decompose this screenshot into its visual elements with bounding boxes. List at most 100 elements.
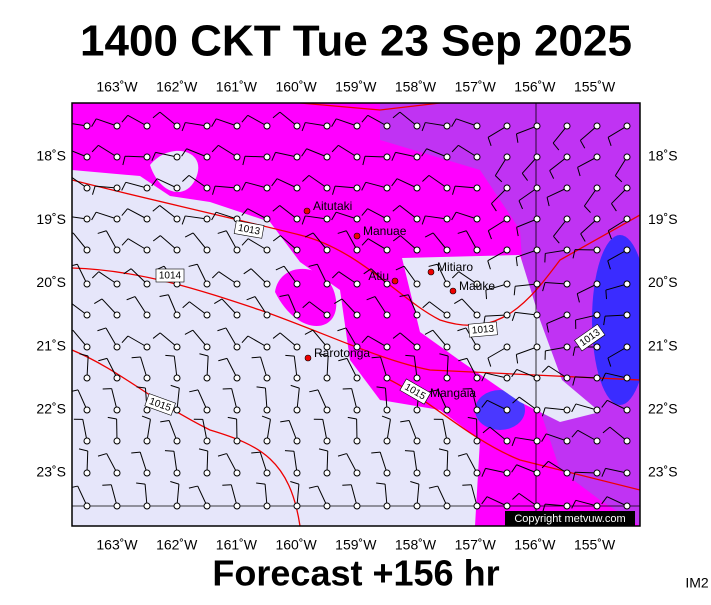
barb-flag [285, 451, 294, 452]
barb-station [564, 503, 570, 509]
barb-station [444, 470, 450, 476]
barb-station [114, 312, 120, 318]
lon-label: 157˚W [455, 79, 497, 95]
place-label: Atiu [368, 269, 389, 283]
barb-station [324, 247, 330, 253]
barb-station [384, 312, 390, 318]
barb-station [204, 281, 210, 287]
lat-label: 23˚S [36, 464, 66, 480]
lon-label: 156˚W [514, 537, 556, 553]
barb-station [114, 185, 120, 191]
barb-station [204, 216, 210, 222]
barb-station [384, 216, 390, 222]
place-label: Rarotonga [314, 346, 370, 360]
barb-station [534, 470, 540, 476]
barb-station [264, 154, 270, 160]
barb-station [474, 438, 480, 444]
barb-station [144, 375, 150, 381]
barb-station [564, 247, 570, 253]
barb-station [234, 312, 240, 318]
place-dot [392, 278, 398, 284]
barb-station [504, 344, 510, 350]
barb-station [504, 154, 510, 160]
lon-label: 155˚W [574, 537, 616, 553]
lon-label: 161˚W [216, 79, 258, 95]
barb-station [264, 216, 270, 222]
barb-station [264, 407, 270, 413]
lat-label: 22˚S [648, 401, 678, 417]
barb-station [264, 281, 270, 287]
barb-station [84, 312, 90, 318]
barb-station [534, 344, 540, 350]
barb-station [594, 247, 600, 253]
barb-station [114, 375, 120, 381]
barb-station [354, 247, 360, 253]
barb-station [324, 438, 330, 444]
place-label: Mangaia [430, 386, 476, 400]
lat-label: 21˚S [36, 337, 66, 353]
barb-station [234, 123, 240, 129]
barb-station [294, 503, 300, 509]
barb-station [144, 154, 150, 160]
barb-station [144, 247, 150, 253]
barb-station [174, 470, 180, 476]
barb-station [564, 154, 570, 160]
barb-station [144, 312, 150, 318]
barb-station [114, 247, 120, 253]
barb-station [84, 470, 90, 476]
barb-station [324, 470, 330, 476]
barb-station [144, 123, 150, 129]
barb-station [504, 407, 510, 413]
place-dot [305, 355, 311, 361]
barb-station [174, 123, 180, 129]
isobar-label-text: 1014 [159, 271, 182, 282]
barb-station [84, 375, 90, 381]
barb-station [414, 123, 420, 129]
barb-station [624, 185, 630, 191]
place-label: Aitutaki [313, 199, 352, 213]
barb-station [84, 281, 90, 287]
barb-station [564, 470, 570, 476]
lon-label: 163˚W [96, 79, 138, 95]
barb-station [504, 375, 510, 381]
barb-station [384, 123, 390, 129]
lon-label: 162˚W [156, 79, 198, 95]
barb-station [474, 407, 480, 413]
barb-station [294, 375, 300, 381]
barb-station [84, 216, 90, 222]
barb-station [444, 281, 450, 287]
barb-station [354, 185, 360, 191]
barb-station [384, 438, 390, 444]
barb-station [144, 438, 150, 444]
isobar-label: 1014 [156, 269, 184, 282]
barb-station [294, 407, 300, 413]
barb-station [564, 407, 570, 413]
barb-station [174, 312, 180, 318]
barb-station [624, 216, 630, 222]
barb-station [234, 344, 240, 350]
barb-station [444, 185, 450, 191]
barb-station [534, 154, 540, 160]
barb-station [174, 247, 180, 253]
barb-station [444, 312, 450, 318]
barb-station [414, 185, 420, 191]
barb-station [474, 247, 480, 253]
barb-station [264, 375, 270, 381]
barb-station [354, 407, 360, 413]
barb-station [384, 503, 390, 509]
barb-station [594, 281, 600, 287]
lon-label: 162˚W [156, 537, 198, 553]
barb-station [564, 123, 570, 129]
barb-station [294, 470, 300, 476]
place-label: Mauke [459, 279, 495, 293]
barb-station [504, 185, 510, 191]
barb-station [444, 407, 450, 413]
lon-label: 163˚W [96, 537, 138, 553]
barb-station [474, 375, 480, 381]
barb-station [114, 281, 120, 287]
barb-station [264, 312, 270, 318]
barb-flag [405, 451, 414, 452]
barb-station [294, 185, 300, 191]
barb-station [624, 503, 630, 509]
barb-station [504, 503, 510, 509]
